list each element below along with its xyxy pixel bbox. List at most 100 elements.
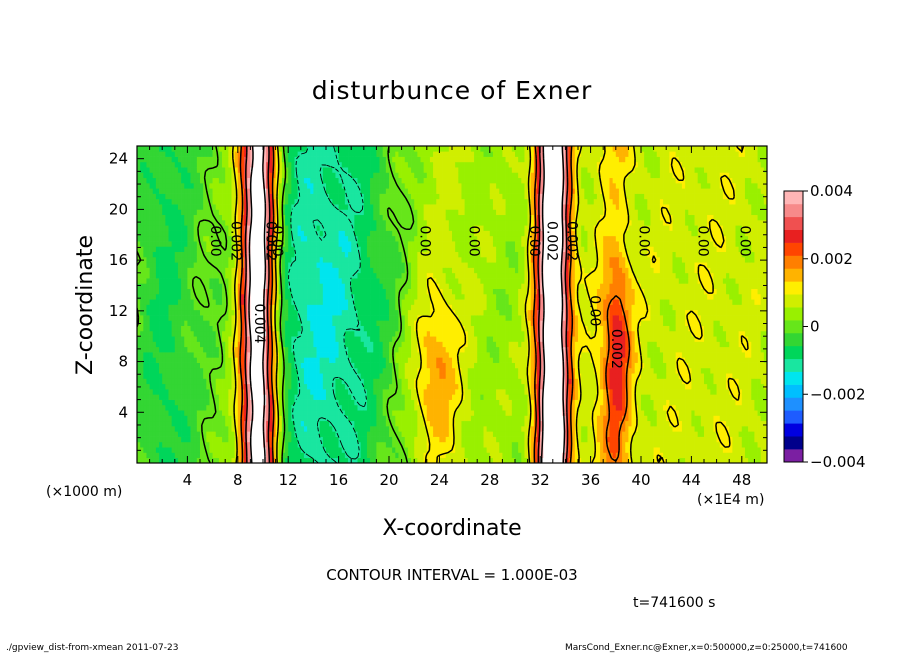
- field-cell: [140, 167, 144, 173]
- field-cell: [272, 399, 276, 406]
- field-cell: [392, 146, 396, 152]
- field-cell: [225, 378, 229, 385]
- field-cell: [253, 293, 258, 300]
- field-cell: [218, 320, 223, 326]
- field-cell: [392, 325, 396, 332]
- field-cell: [366, 373, 371, 379]
- field-cell: [300, 283, 305, 289]
- field-cell: [398, 373, 402, 379]
- field-cell: [382, 198, 387, 205]
- field-cell: [184, 225, 188, 231]
- field-cell: [184, 426, 188, 432]
- field-cell: [181, 161, 185, 168]
- field-cell: [281, 219, 286, 226]
- field-cell: [240, 320, 245, 326]
- field-cell: [269, 241, 273, 247]
- field-cell: [278, 441, 283, 448]
- field-cell: [209, 225, 213, 231]
- field-cell: [174, 278, 179, 284]
- field-cell: [190, 325, 195, 332]
- field-cell: [152, 320, 157, 326]
- field-cell: [231, 177, 235, 184]
- field-cell: [184, 420, 188, 427]
- field-cell: [231, 214, 235, 221]
- field-cell: [165, 246, 169, 253]
- field-cell: [247, 420, 251, 427]
- field-cell: [218, 172, 223, 179]
- field-cell: [206, 336, 210, 342]
- field-cell: [152, 420, 157, 427]
- field-cell: [307, 177, 311, 184]
- field-cell: [300, 367, 305, 374]
- field-cell: [203, 198, 207, 205]
- field-cell: [313, 246, 317, 253]
- field-cell: [392, 441, 396, 448]
- field-cell: [206, 151, 210, 157]
- field-cell: [146, 378, 150, 385]
- field-cell: [212, 256, 217, 263]
- field-cell: [149, 246, 154, 253]
- field-cell: [203, 241, 207, 247]
- field-cell: [266, 389, 270, 395]
- field-cell: [266, 452, 270, 459]
- field-cell: [313, 151, 317, 157]
- field-cell: [360, 172, 365, 179]
- field-cell: [357, 426, 361, 432]
- field-cell: [256, 367, 261, 374]
- field-cell: [181, 256, 185, 263]
- field-cell: [225, 441, 229, 448]
- field-cell: [140, 262, 144, 268]
- field-cell: [209, 188, 213, 194]
- field-cell: [322, 241, 327, 247]
- field-cell: [335, 452, 339, 459]
- field-cell: [143, 378, 147, 385]
- field-cell: [222, 288, 226, 295]
- field-cell: [300, 219, 305, 226]
- field-cell: [370, 336, 374, 342]
- field-cell: [165, 151, 169, 157]
- field-cell: [237, 330, 242, 337]
- field-cell: [187, 235, 191, 242]
- field-cell: [140, 330, 144, 337]
- field-cell: [310, 426, 314, 432]
- field-cell: [159, 404, 163, 411]
- field-cell: [307, 283, 311, 289]
- field-cell: [140, 151, 144, 157]
- field-cell: [285, 399, 289, 406]
- field-cell: [269, 362, 273, 369]
- field-cell: [212, 299, 217, 305]
- field-cell: [196, 452, 201, 459]
- field-cell: [259, 278, 264, 284]
- field-cell: [149, 188, 154, 194]
- field-cell: [360, 278, 365, 284]
- field-cell: [357, 457, 361, 463]
- field-cell: [344, 278, 349, 284]
- field-cell: [310, 399, 314, 406]
- field-cell: [266, 267, 270, 274]
- field-cell: [171, 214, 176, 221]
- field-cell: [212, 420, 217, 427]
- field-cell: [310, 457, 314, 463]
- field-cell: [395, 447, 399, 453]
- field-cell: [278, 288, 283, 295]
- field-cell: [155, 325, 160, 332]
- field-cell: [332, 219, 336, 226]
- field-cell: [385, 420, 390, 427]
- field-cell: [348, 167, 352, 173]
- field-cell: [310, 346, 314, 353]
- field-cell: [146, 309, 150, 316]
- field-cell: [190, 156, 195, 163]
- field-cell: [341, 436, 346, 443]
- field-cell: [348, 352, 352, 358]
- field-cell: [140, 293, 144, 300]
- field-cell: [168, 246, 172, 253]
- field-cell: [272, 394, 276, 400]
- field-cell: [155, 246, 160, 253]
- field-cell: [143, 193, 147, 200]
- field-cell: [222, 299, 226, 305]
- field-cell: [162, 151, 166, 157]
- field-cell: [376, 378, 380, 385]
- field-cell: [218, 378, 223, 385]
- field-cell: [196, 336, 201, 342]
- field-cell: [165, 225, 169, 231]
